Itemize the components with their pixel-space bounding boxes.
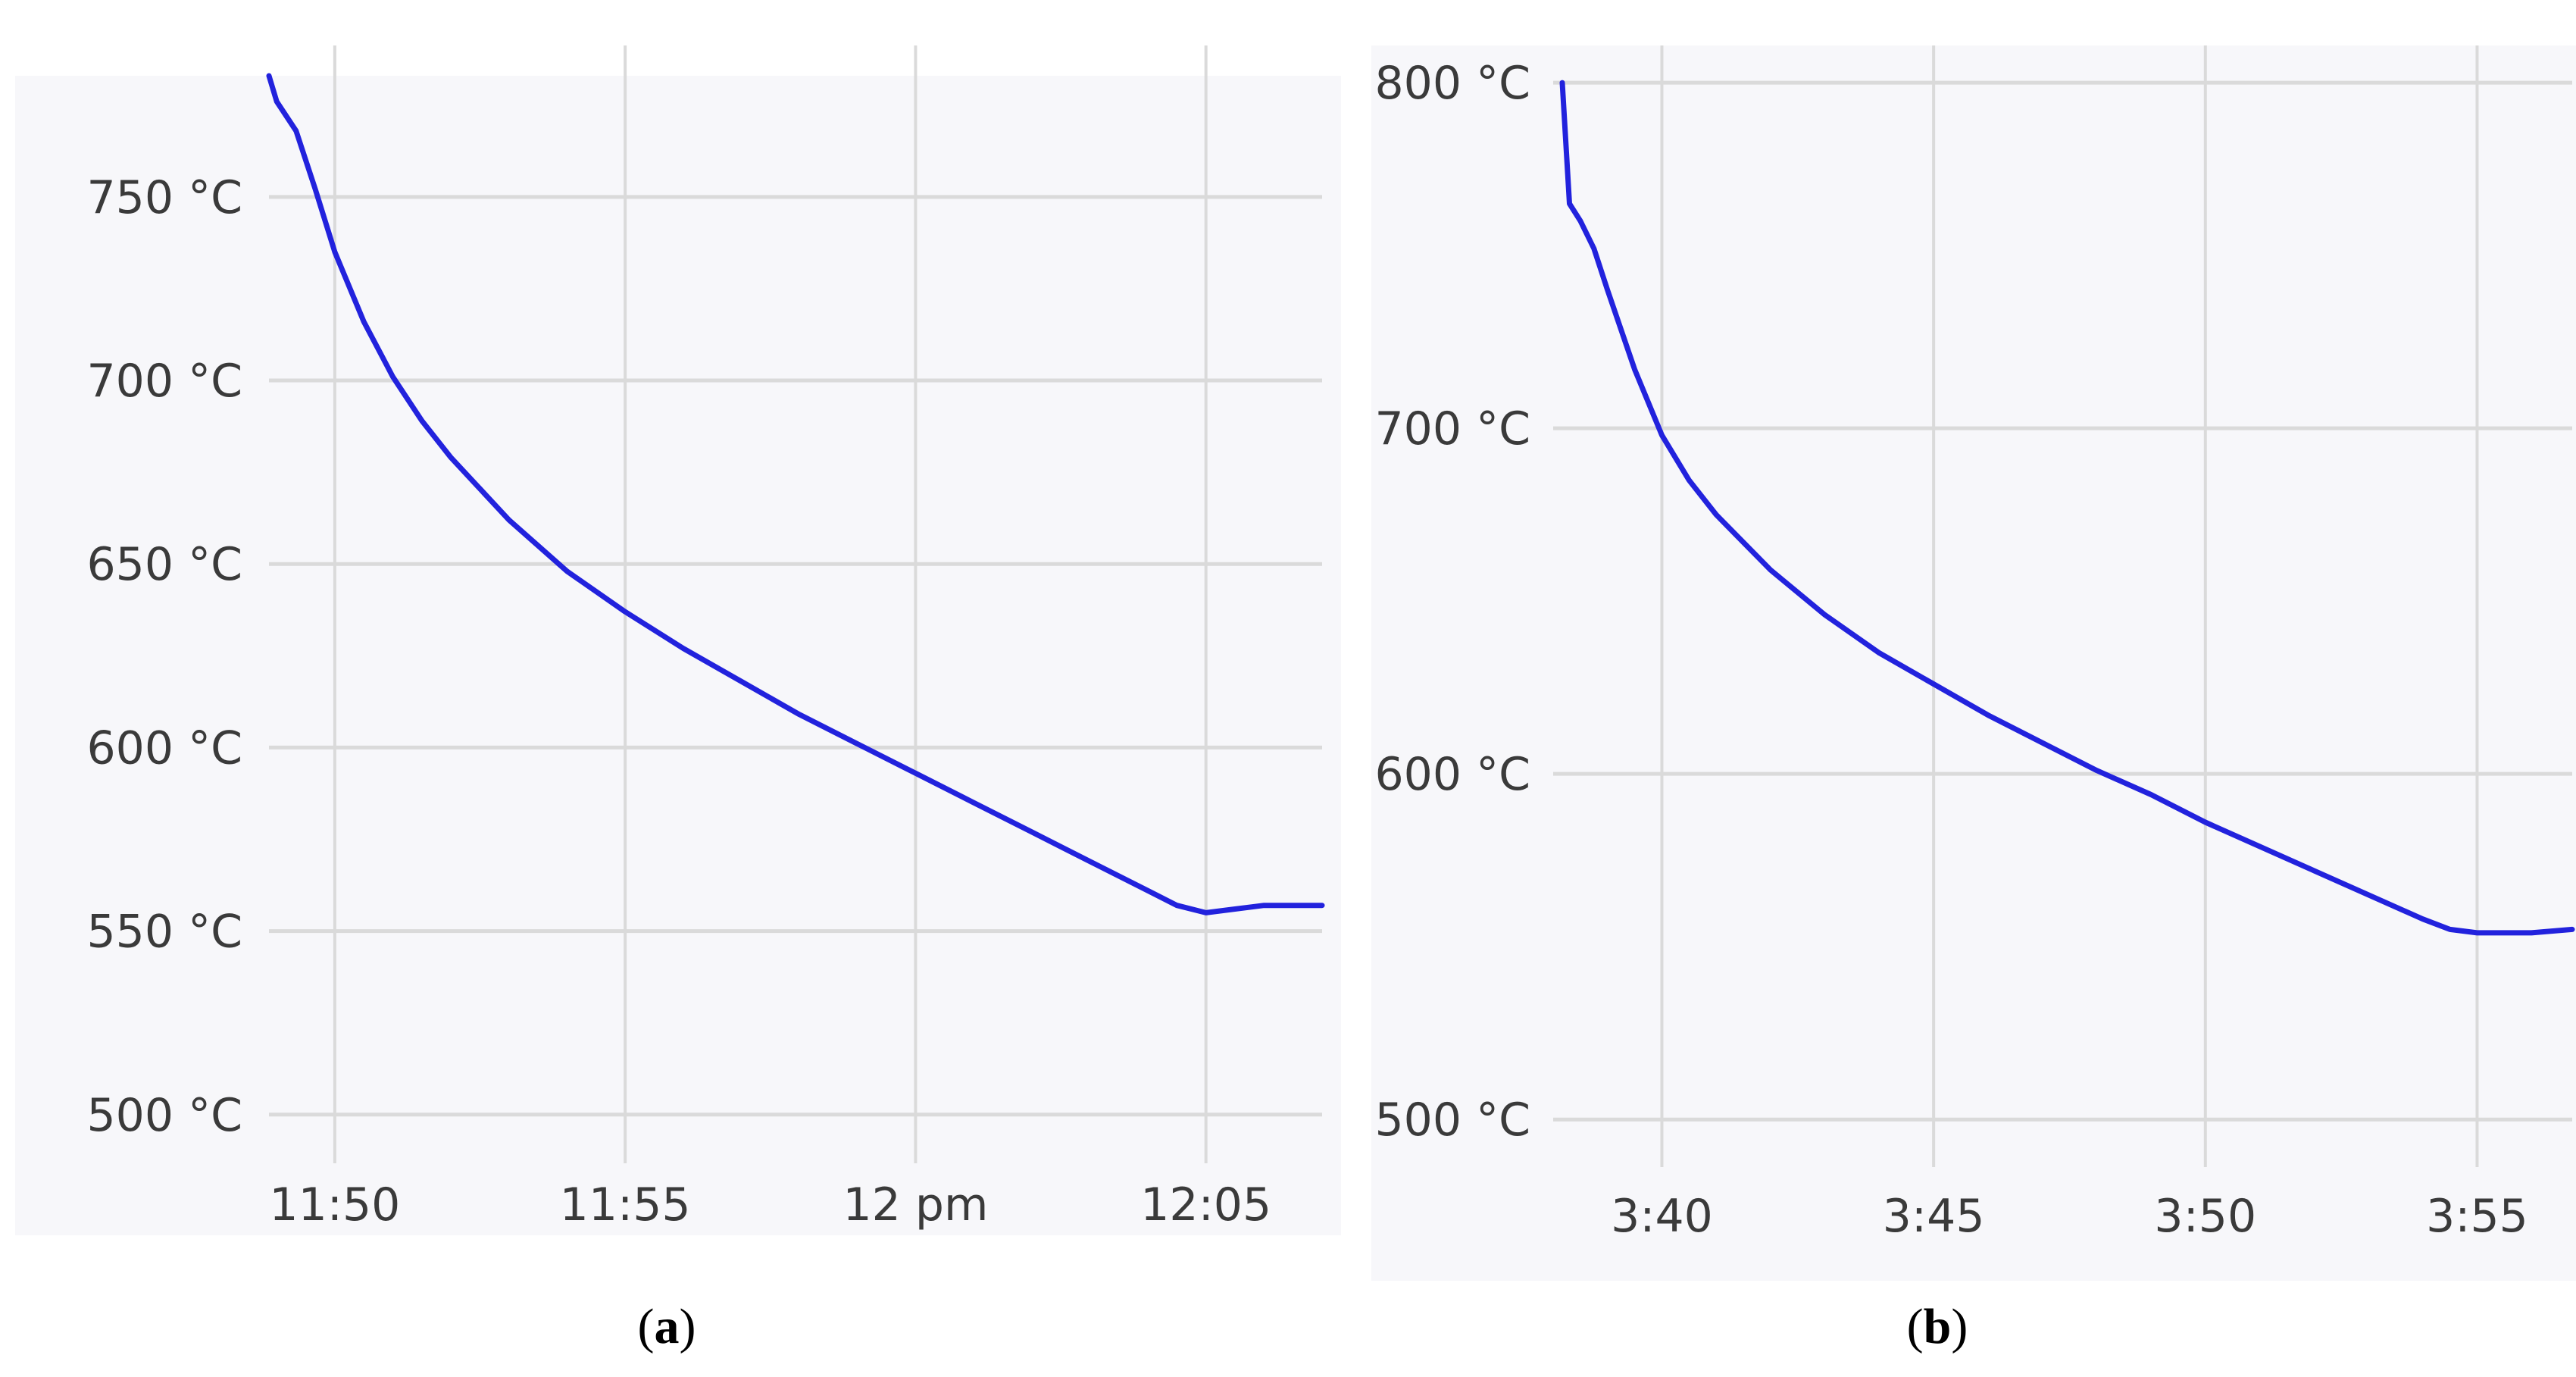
y-tick-label: 800 °C (1375, 57, 1531, 110)
y-tick-label: 500 °C (87, 1089, 243, 1142)
x-tick-labels: 11:50 11:55 12 pm 12:05 (269, 1178, 1271, 1231)
x-tick-label: 12:05 (1140, 1178, 1271, 1231)
y-tick-labels: 500 °C 550 °C 600 °C 650 °C 700 °C 750 °C (87, 171, 243, 1142)
x-tick-labels: 3:40 3:45 3:50 3:55 (1611, 1190, 2528, 1243)
y-tick-label: 500 °C (1375, 1094, 1531, 1147)
x-tick-label: 3:55 (2426, 1190, 2528, 1243)
x-tick-label: 3:40 (1611, 1190, 1713, 1243)
y-tick-label: 650 °C (87, 538, 243, 591)
gridlines (1553, 45, 2572, 1167)
x-tick-label: 11:55 (560, 1178, 691, 1231)
caption-a: (a) (638, 1299, 696, 1354)
x-tick-label: 3:45 (1883, 1190, 1985, 1243)
y-tick-label: 700 °C (87, 355, 243, 408)
y-tick-label: 600 °C (1375, 748, 1531, 801)
series-line (1559, 80, 2575, 936)
y-tick-label: 750 °C (87, 171, 243, 224)
y-tick-label: 550 °C (87, 906, 243, 959)
y-tick-label: 700 °C (1375, 402, 1531, 455)
chart-panel-a: 500 °C 550 °C 600 °C 650 °C 700 °C 750 °C 11:… (15, 45, 1341, 1235)
y-tick-labels: 500 °C 600 °C 700 °C 800 °C (1375, 57, 1531, 1147)
y-tick-label: 600 °C (87, 721, 243, 775)
x-tick-label: 12 pm (843, 1178, 988, 1231)
gridlines (269, 45, 1322, 1163)
x-tick-label: 3:50 (2154, 1190, 2256, 1243)
chart-panel-b: 500 °C 600 °C 700 °C 800 °C 3:40 3:45 3:50 3:5… (1371, 45, 2576, 1281)
plot-background (15, 76, 1341, 1235)
series-line (266, 73, 1325, 915)
plot-background (1371, 45, 2576, 1281)
x-tick-label: 11:50 (269, 1178, 400, 1231)
caption-b: (b) (1907, 1299, 1968, 1354)
